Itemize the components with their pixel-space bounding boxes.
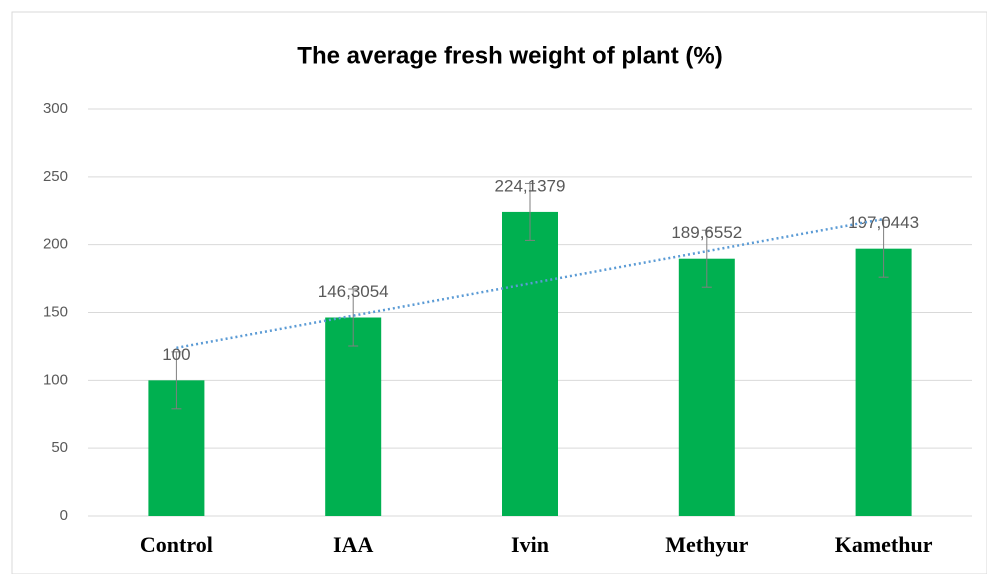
x-tick-label: IAA [333, 532, 373, 557]
bar [502, 211, 558, 516]
error-bar [171, 351, 182, 410]
error-bar [525, 182, 535, 241]
y-tick-label: 150 [43, 303, 68, 320]
x-tick-label: Control [140, 532, 213, 557]
x-tick-label: Kamethur [835, 532, 933, 557]
value-label: 197,0443 [848, 213, 919, 232]
chart-title: The average fresh weight of plant (%) [297, 42, 722, 69]
bar [325, 317, 382, 516]
y-tick-label: 50 [51, 439, 68, 456]
value-label: 189,6552 [671, 223, 742, 242]
x-tick-label: Ivin [511, 532, 549, 557]
y-tick-label: 100 [43, 371, 68, 388]
y-tick-label: 300 [43, 100, 68, 117]
y-tick-label: 200 [43, 236, 68, 253]
value-label: 100 [162, 345, 190, 364]
y-tick-label: 0 [60, 507, 68, 524]
bar [855, 248, 912, 516]
error-bar [701, 229, 712, 288]
bar [678, 258, 735, 516]
value-label: 146,3054 [318, 282, 389, 301]
y-tick-label: 250 [43, 168, 68, 185]
error-bar [348, 288, 359, 347]
x-tick-label: Methyur [665, 532, 748, 557]
value-label: 224,1379 [495, 176, 566, 195]
chart-frame [11, 11, 987, 574]
